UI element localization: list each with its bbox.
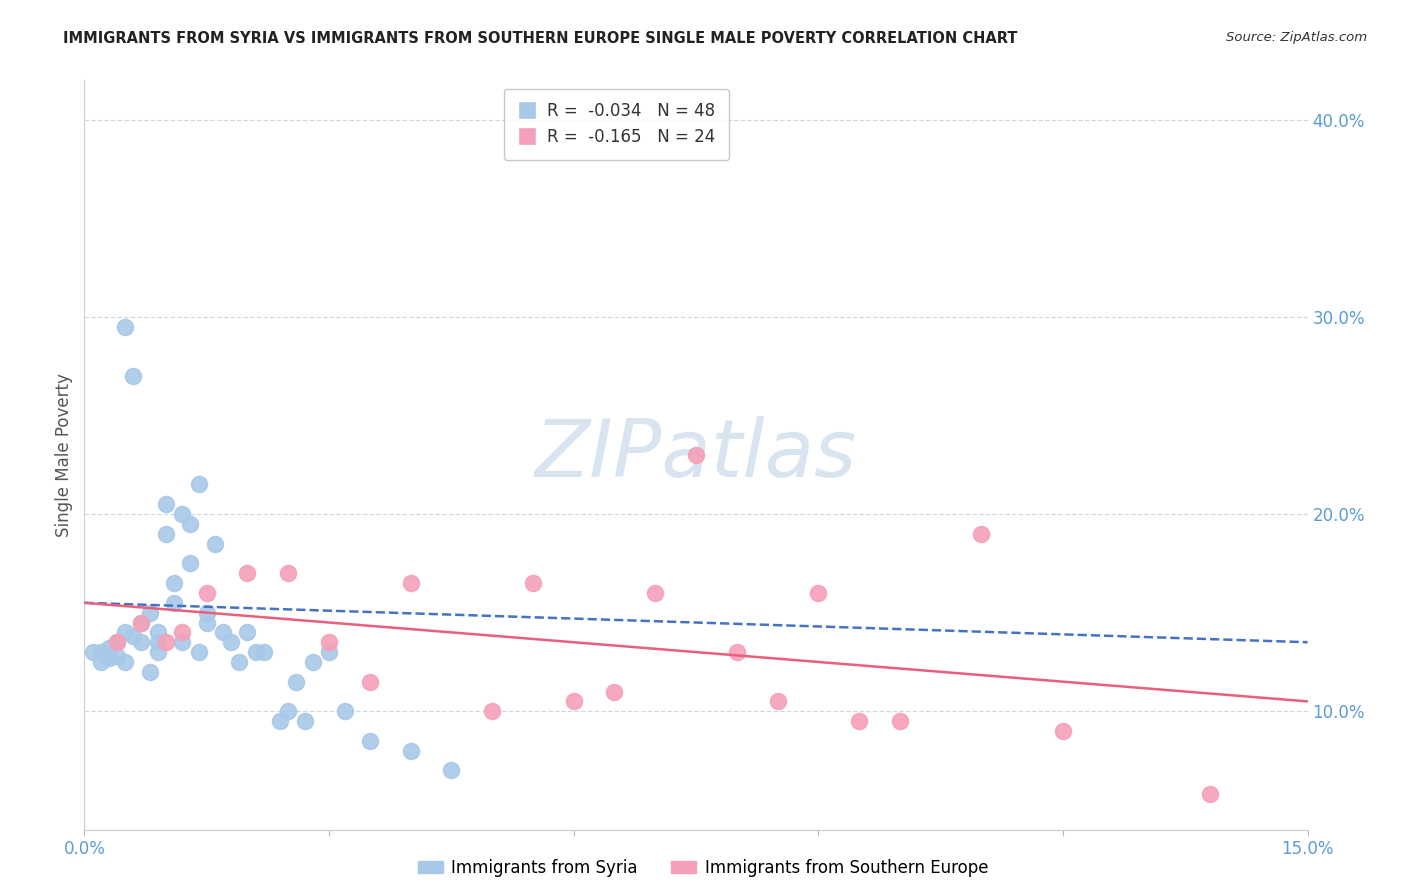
Point <box>318 635 340 649</box>
Point <box>301 655 323 669</box>
Point <box>114 625 136 640</box>
Point <box>138 665 160 679</box>
Point <box>399 744 422 758</box>
Point <box>131 615 153 630</box>
Point <box>1198 787 1220 801</box>
Point <box>440 764 463 778</box>
Point <box>204 536 226 550</box>
Point <box>399 576 422 591</box>
Point <box>359 674 381 689</box>
Point <box>481 704 503 718</box>
Text: IMMIGRANTS FROM SYRIA VS IMMIGRANTS FROM SOUTHERN EUROPE SINGLE MALE POVERTY COR: IMMIGRANTS FROM SYRIA VS IMMIGRANTS FROM… <box>63 31 1018 46</box>
Point <box>195 606 218 620</box>
Point <box>105 648 128 663</box>
Point <box>236 625 259 640</box>
Point <box>105 635 128 649</box>
Point <box>187 645 209 659</box>
Point <box>122 629 145 643</box>
Point <box>644 586 666 600</box>
Legend: Immigrants from Syria, Immigrants from Southern Europe: Immigrants from Syria, Immigrants from S… <box>412 853 994 884</box>
Point <box>359 734 381 748</box>
Point <box>1052 723 1074 738</box>
Point <box>195 615 218 630</box>
Point <box>155 497 177 511</box>
Point <box>285 674 308 689</box>
Point <box>90 645 112 659</box>
Point <box>90 655 112 669</box>
Point <box>155 526 177 541</box>
Point <box>131 615 153 630</box>
Point <box>277 704 299 718</box>
Point <box>807 586 830 600</box>
Point <box>294 714 316 728</box>
Point <box>195 586 218 600</box>
Text: ZIPatlas: ZIPatlas <box>534 416 858 494</box>
Legend: R =  -0.034   N = 48, R =  -0.165   N = 24: R = -0.034 N = 48, R = -0.165 N = 24 <box>503 88 728 160</box>
Point <box>725 645 748 659</box>
Point <box>155 635 177 649</box>
Point <box>269 714 291 728</box>
Point <box>318 645 340 659</box>
Point <box>335 704 357 718</box>
Point <box>228 655 250 669</box>
Point <box>889 714 911 728</box>
Point <box>970 526 993 541</box>
Point <box>138 606 160 620</box>
Point <box>172 625 194 640</box>
Point <box>562 694 585 708</box>
Point <box>146 625 169 640</box>
Point <box>277 566 299 581</box>
Point <box>219 635 242 649</box>
Text: Source: ZipAtlas.com: Source: ZipAtlas.com <box>1226 31 1367 45</box>
Y-axis label: Single Male Poverty: Single Male Poverty <box>55 373 73 537</box>
Point <box>522 576 544 591</box>
Point <box>163 596 186 610</box>
Point <box>82 645 104 659</box>
Point <box>131 635 153 649</box>
Point <box>105 635 128 649</box>
Point <box>685 448 707 462</box>
Point <box>212 625 235 640</box>
Point <box>766 694 789 708</box>
Point <box>253 645 276 659</box>
Point <box>245 645 267 659</box>
Point <box>97 651 120 665</box>
Point <box>163 576 186 591</box>
Point <box>172 635 194 649</box>
Point <box>187 477 209 491</box>
Point <box>179 516 201 531</box>
Point <box>122 369 145 384</box>
Point <box>172 507 194 521</box>
Point <box>236 566 259 581</box>
Point <box>146 635 169 649</box>
Point <box>603 684 626 698</box>
Point <box>848 714 870 728</box>
Point <box>146 645 169 659</box>
Point <box>114 319 136 334</box>
Point <box>114 655 136 669</box>
Point <box>97 641 120 656</box>
Point <box>179 557 201 571</box>
